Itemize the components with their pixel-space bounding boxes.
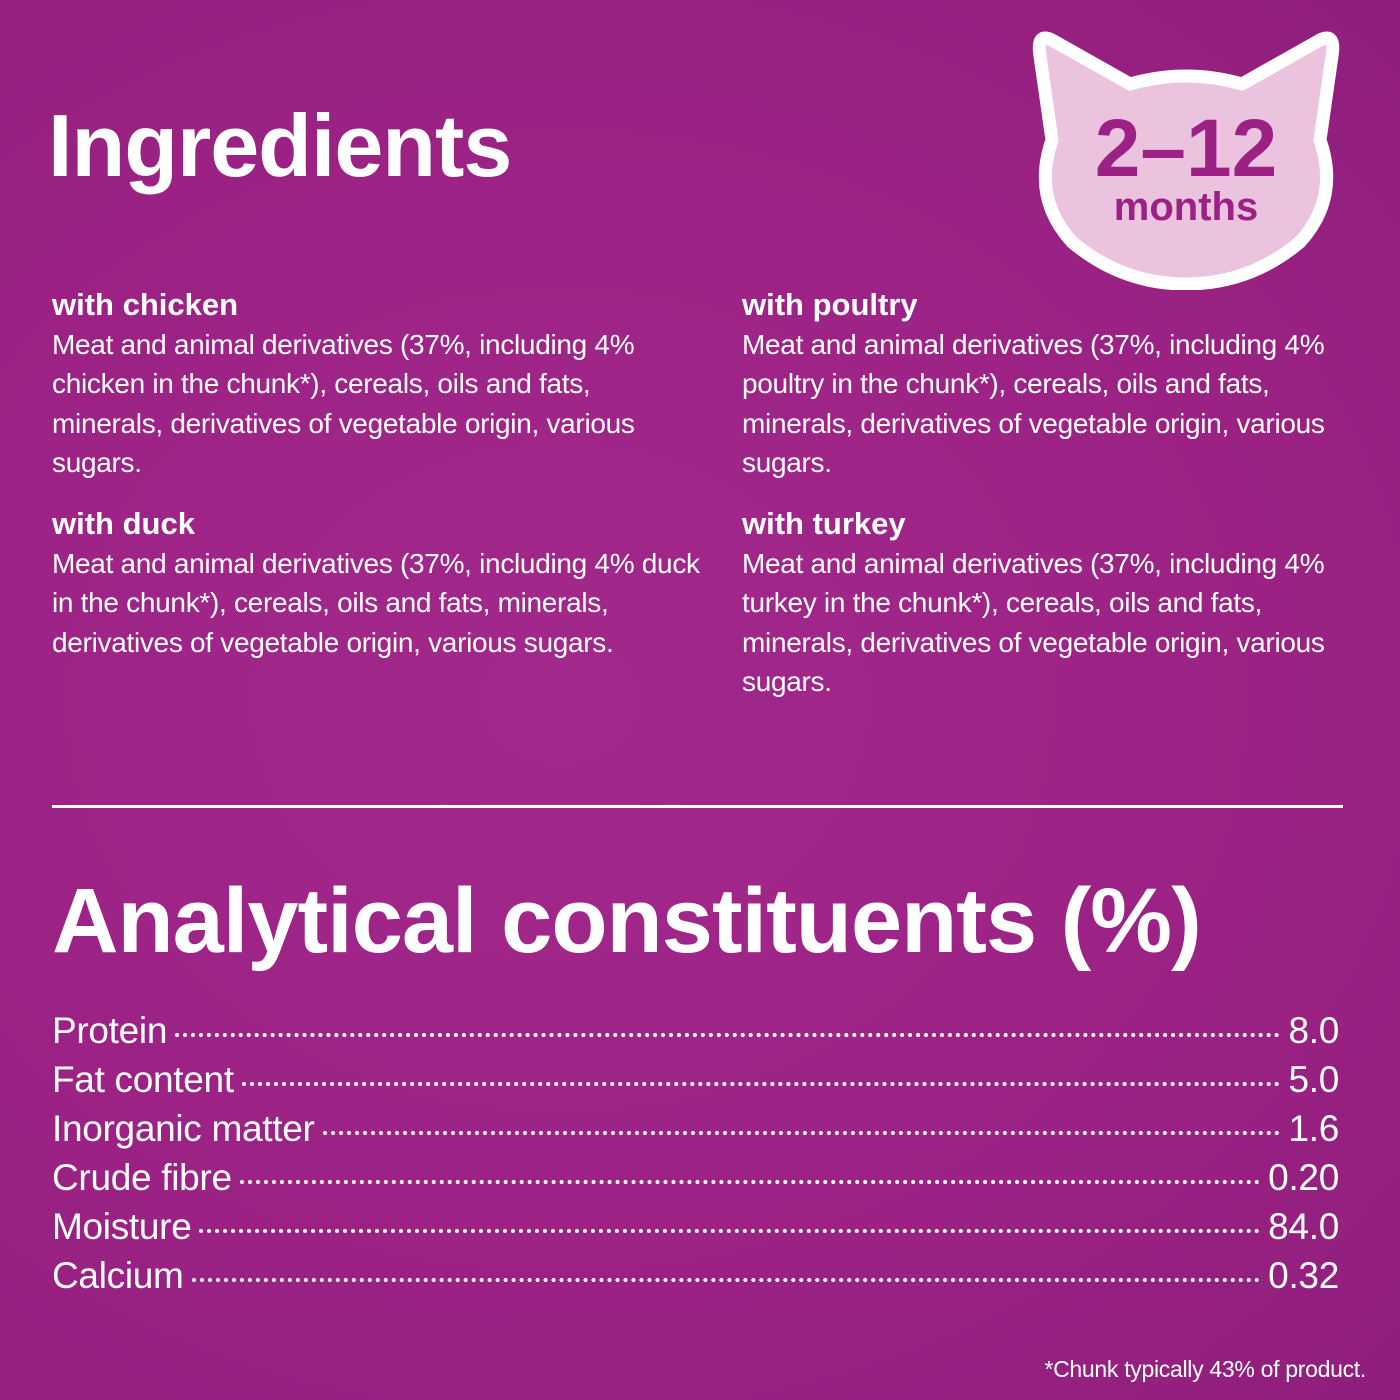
- row-label: Crude fibre: [52, 1157, 232, 1198]
- table-row: Crude fibre 0.20: [52, 1153, 1339, 1202]
- row-label: Calcium: [52, 1255, 184, 1296]
- cat-head-icon: 2–12 months: [1032, 31, 1340, 290]
- row-label: Inorganic matter: [52, 1108, 315, 1149]
- ingredients-grid: with chicken Meat and animal derivatives…: [52, 285, 1352, 701]
- table-row: Moisture 84.0: [52, 1202, 1339, 1251]
- ingredient-turkey: with turkey Meat and animal derivatives …: [742, 504, 1352, 701]
- analytical-section: Analytical constituents (%) Protein 8.0 F…: [52, 805, 1343, 1300]
- ingredient-text: Meat and animal derivatives (37%, includ…: [52, 329, 635, 478]
- ingredient-heading: with chicken: [52, 287, 239, 322]
- age-range: 2–12: [1095, 103, 1277, 194]
- ingredient-duck: with duck Meat and animal derivatives (3…: [52, 504, 702, 662]
- row-value: 0.20: [1268, 1157, 1339, 1198]
- ingredient-poultry: with poultry Meat and animal derivatives…: [742, 285, 1352, 482]
- table-row: Calcium 0.32: [52, 1251, 1339, 1300]
- dot-leader: [175, 1033, 1281, 1037]
- table-row: Fat content 5.0: [52, 1055, 1339, 1104]
- divider: [52, 805, 1343, 808]
- dot-leader: [241, 1082, 1281, 1086]
- dot-leader: [239, 1180, 1261, 1184]
- ingredients-title: Ingredients: [48, 96, 512, 195]
- table-row: Inorganic matter 1.6: [52, 1104, 1339, 1153]
- row-label: Fat content: [52, 1059, 234, 1100]
- dot-leader: [199, 1229, 1261, 1233]
- ingredient-heading: with duck: [52, 506, 195, 542]
- table-row: Protein 8.0: [52, 1006, 1339, 1055]
- row-value: 0.32: [1268, 1255, 1339, 1296]
- ingredient-text: Meat and animal derivatives (37%, includ…: [742, 329, 1325, 478]
- ingredient-text: Meat and animal derivatives (37%, includ…: [742, 548, 1325, 698]
- ingredient-heading: with poultry: [742, 287, 918, 322]
- analytical-title: Analytical constituents (%): [52, 870, 1202, 972]
- dot-leader: [322, 1131, 1281, 1135]
- row-label: Moisture: [52, 1206, 192, 1247]
- row-value: 84.0: [1268, 1206, 1339, 1247]
- row-value: 1.6: [1288, 1108, 1339, 1149]
- ingredient-chicken: with chicken Meat and animal derivatives…: [52, 285, 702, 482]
- footnote: *Chunk typically 43% of product.: [1044, 1356, 1366, 1382]
- age-unit: months: [1114, 185, 1258, 229]
- dot-leader: [191, 1278, 1261, 1282]
- ingredient-text: Meat and animal derivatives (37%, includ…: [52, 548, 700, 658]
- row-label: Protein: [52, 1010, 168, 1051]
- ingredient-heading: with turkey: [742, 506, 906, 542]
- constituents-table: Protein 8.0 Fat content 5.0 Inorganic matt…: [52, 1006, 1339, 1300]
- row-value: 5.0: [1288, 1059, 1339, 1100]
- row-value: 8.0: [1288, 1010, 1339, 1051]
